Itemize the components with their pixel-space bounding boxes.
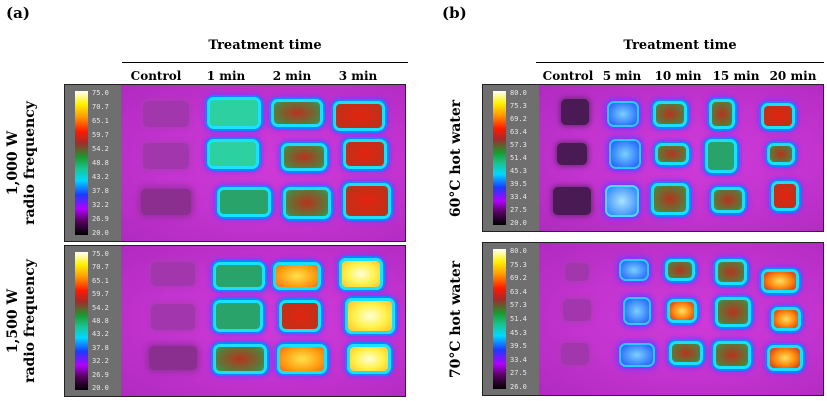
sample-10min [669,341,703,365]
sample-1min [213,344,267,374]
color-scale-bar [75,91,88,235]
panel-a-col-control: Control [130,69,182,83]
sample-20min [771,181,799,211]
sample-15min [715,297,751,327]
sample-control [565,263,589,281]
sample-2min [273,262,321,290]
sample-5min [605,185,639,217]
thermal-field [539,243,823,395]
thermal-field [121,85,405,241]
color-scale-bar [75,252,88,390]
thermal-field [539,85,823,231]
sample-5min [619,343,655,367]
sample-control [563,299,591,321]
colorbar-strip: 75.0 70.7 65.1 59.7 54.2 48.8 43.2 37.8 32.2 26.9… [65,246,121,396]
sample-15min [713,341,751,369]
sample-1min [213,262,265,290]
sample-2min [277,344,327,374]
sample-2min [283,187,331,219]
sample-15min [711,187,745,213]
sample-3min [347,344,391,374]
sample-20min [761,103,795,129]
sample-1min [213,300,263,332]
color-scale-ticks: 75.0 70.7 65.1 59.7 54.2 48.8 43.2 37.8 32.2 26.9… [92,250,109,392]
thermogram-1000w-rf: 75.0 70.7 65.1 59.7 54.2 48.8 43.2 37.8 32.2 26.9… [64,84,406,242]
sample-15min [705,139,737,173]
sample-5min [607,101,639,127]
panel-b-col-10min: 10 min [654,69,702,83]
sample-1min [207,139,259,169]
sample-10min [655,143,689,165]
sample-control [561,99,589,125]
sample-1min [207,97,261,129]
sample-control [151,262,195,286]
sample-control [143,101,189,127]
panel-b-col-15min: 15 min [712,69,760,83]
sample-20min [767,345,803,371]
colorbar-strip: 75.0 70.7 65.1 59.7 54.2 48.8 43.2 37.8 32.2 26.9… [65,85,121,241]
sample-control [143,143,189,169]
color-scale-bar [493,249,506,389]
sample-5min [609,139,641,169]
sample-3min [343,139,387,169]
sample-3min [343,183,391,219]
sample-control [141,189,191,215]
colorbar-strip: 80.0 75.3 69.2 63.4 57.3 51.4 45.3 39.5 33.4 27.5… [483,243,539,395]
sample-20min [771,307,801,331]
color-scale-ticks: 80.0 75.3 69.2 63.4 57.3 51.4 45.3 39.5 33.4 27.5… [510,89,527,227]
sample-3min [339,258,383,290]
sample-3min [345,298,395,334]
thermogram-70c-hot-water: 80.0 75.3 69.2 63.4 57.3 51.4 45.3 39.5 33.4 27.5… [482,242,824,396]
sample-20min [767,143,795,165]
sample-control [553,187,591,215]
sample-2min [271,99,323,127]
sample-10min [665,259,695,281]
sample-10min [667,299,697,323]
panel-b-col-5min: 5 min [602,69,642,83]
sample-control [557,143,587,165]
color-scale-bar [493,91,506,225]
panel-a-rule [122,62,408,63]
sample-2min [281,143,327,171]
panel-a-heading: Treatment time [208,38,322,53]
sample-1min [217,187,271,217]
panel-b-col-control: Control [542,69,594,83]
sample-control [149,346,197,370]
sample-10min [653,101,687,127]
panel-b-row2-label: 70°C hot water [448,260,465,378]
panel-b-heading: Treatment time [623,38,737,53]
sample-3min [333,101,385,131]
thermogram-1500w-rf: 75.0 70.7 65.1 59.7 54.2 48.8 43.2 37.8 32.2 26.9… [64,245,406,397]
panel-a-col-3min: 3 min [338,69,378,83]
panel-b-label: (b) [442,4,467,22]
panel-a-col-1min: 1 min [206,69,246,83]
thermogram-60c-hot-water: 80.0 75.3 69.2 63.4 57.3 51.4 45.3 39.5 33.4 27.5… [482,84,824,232]
sample-15min [709,99,735,129]
sample-control [561,343,589,365]
panel-a-col-2min: 2 min [272,69,312,83]
panel-a-label: (a) [6,4,30,22]
thermal-field [121,246,405,396]
panel-b-row1-label: 60°C hot water [448,99,465,217]
panel-b-rule [536,62,824,63]
sample-5min [619,259,649,281]
color-scale-ticks: 75.0 70.7 65.1 59.7 54.2 48.8 43.2 37.8 32.2 26.9… [92,89,109,237]
colorbar-strip: 80.0 75.3 69.2 63.4 57.3 51.4 45.3 39.5 33.4 27.5… [483,85,539,231]
color-scale-ticks: 80.0 75.3 69.2 63.4 57.3 51.4 45.3 39.5 33.4 27.5… [510,247,527,391]
sample-15min [715,259,747,285]
sample-2min [279,300,321,332]
sample-control [151,304,195,330]
panel-b-col-20min: 20 min [769,69,817,83]
sample-5min [623,297,651,325]
sample-10min [651,183,689,215]
sample-20min [761,269,799,293]
